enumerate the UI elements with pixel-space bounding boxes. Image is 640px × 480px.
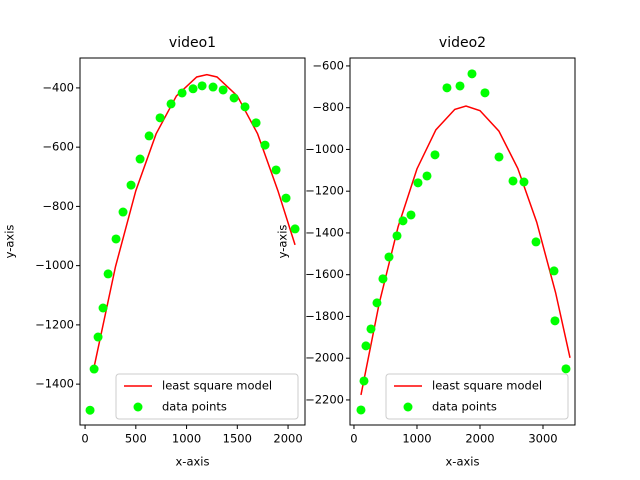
data-point xyxy=(455,81,465,91)
data-point xyxy=(85,405,95,415)
axes-frame xyxy=(79,57,306,426)
y-tick-label: −2000 xyxy=(305,351,344,365)
data-point xyxy=(197,81,207,91)
legend-box xyxy=(115,373,299,420)
legend-box xyxy=(385,373,569,420)
x-tick-label: 3000 xyxy=(528,432,557,446)
data-point xyxy=(549,266,559,276)
data-point xyxy=(413,178,423,188)
data-point xyxy=(290,224,300,234)
y-tick-label: −2200 xyxy=(305,392,344,406)
data-point xyxy=(260,140,270,150)
data-point xyxy=(406,210,416,220)
data-point xyxy=(356,405,366,415)
x-axis-label: x-axis xyxy=(176,455,210,469)
data-point xyxy=(126,180,136,190)
data-point xyxy=(531,237,541,247)
data-point xyxy=(361,341,371,351)
data-point xyxy=(271,165,281,175)
x-tick-label: 0 xyxy=(81,432,88,446)
y-tick-label: −1000 xyxy=(305,142,344,156)
data-point xyxy=(166,99,176,109)
y-tick-label: −1200 xyxy=(35,317,74,331)
y-tick-label: −600 xyxy=(42,140,74,154)
data-point xyxy=(251,118,261,128)
data-point xyxy=(494,152,504,162)
data-point xyxy=(550,316,560,326)
legend-marker xyxy=(403,402,413,412)
y-tick-label: −1400 xyxy=(305,225,344,239)
data-point xyxy=(177,88,187,98)
data-point xyxy=(430,150,440,160)
chart-title: video2 xyxy=(439,35,486,51)
legend-label: data points xyxy=(432,400,497,414)
x-tick-label: 2000 xyxy=(273,432,302,446)
model-line xyxy=(93,73,296,368)
data-point xyxy=(188,84,198,94)
y-tick-label: −800 xyxy=(312,100,344,114)
data-point xyxy=(422,171,432,181)
data-point xyxy=(144,131,154,141)
data-point xyxy=(98,303,108,313)
x-tick-label: 2000 xyxy=(465,432,494,446)
x-tick-label: 1000 xyxy=(402,432,431,446)
data-point xyxy=(155,113,165,123)
x-tick-label: 1500 xyxy=(223,432,252,446)
x-tick-label: 500 xyxy=(125,432,147,446)
y-tick-label: −400 xyxy=(42,80,74,94)
y-tick-label: −800 xyxy=(42,199,74,213)
data-point xyxy=(229,93,239,103)
model-line xyxy=(360,105,571,396)
data-point xyxy=(359,376,369,386)
x-axis-label: x-axis xyxy=(446,455,480,469)
legend-label: data points xyxy=(162,400,227,414)
chart-title: video1 xyxy=(169,35,216,51)
data-point xyxy=(519,177,529,187)
legend-marker xyxy=(133,402,143,412)
y-axis-label: y-axis xyxy=(276,225,290,259)
y-tick-label: −1000 xyxy=(35,258,74,272)
data-point xyxy=(366,324,376,334)
y-tick-label: −1200 xyxy=(305,184,344,198)
data-point xyxy=(240,102,250,112)
x-tick-label: 1000 xyxy=(172,432,201,446)
y-axis-label: y-axis xyxy=(3,225,17,259)
data-point xyxy=(378,274,388,284)
data-point xyxy=(442,83,452,93)
axes-frame xyxy=(349,57,576,426)
data-point xyxy=(218,85,228,95)
data-point xyxy=(103,269,113,279)
data-point xyxy=(392,231,402,241)
data-point xyxy=(118,207,128,217)
data-point xyxy=(398,216,408,226)
y-tick-label: −600 xyxy=(312,58,344,72)
legend-label: least square model xyxy=(432,379,542,393)
y-tick-label: −1400 xyxy=(35,377,74,391)
data-point xyxy=(508,176,518,186)
y-tick-label: −1800 xyxy=(305,309,344,323)
data-point xyxy=(208,82,218,92)
legend-label: least square model xyxy=(162,379,272,393)
data-point xyxy=(93,332,103,342)
data-point xyxy=(480,88,490,98)
data-point xyxy=(89,364,99,374)
y-tick-label: −1600 xyxy=(305,267,344,281)
data-point xyxy=(561,364,571,374)
data-point xyxy=(135,154,145,164)
data-point xyxy=(467,69,477,79)
x-tick-label: 0 xyxy=(350,432,357,446)
data-point xyxy=(281,193,291,203)
data-point xyxy=(111,234,121,244)
data-point xyxy=(372,298,382,308)
data-point xyxy=(384,252,394,262)
